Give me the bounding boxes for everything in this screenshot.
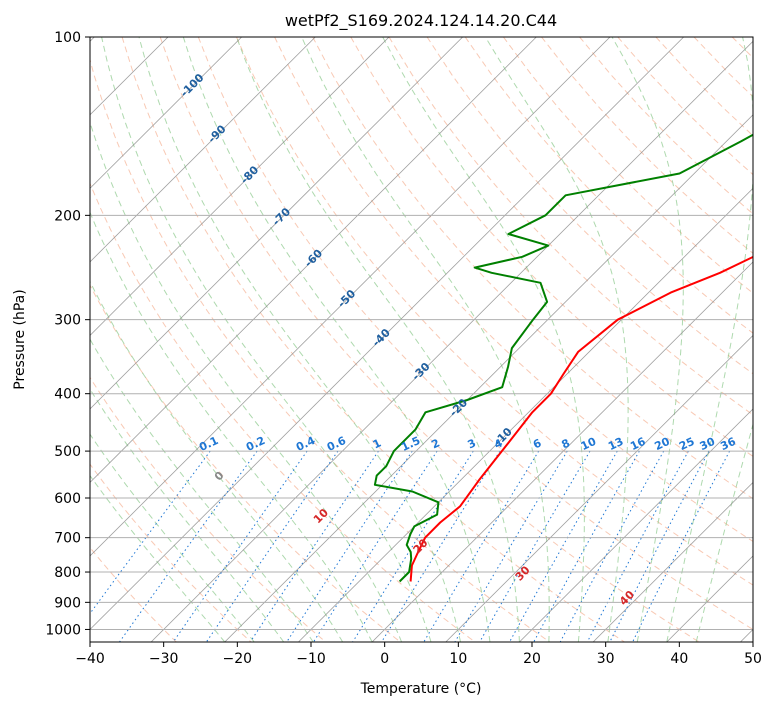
moist-adiabat-line	[90, 474, 226, 642]
isotherm-line	[150, 40, 753, 642]
isotherm-line	[592, 481, 753, 642]
isotherm-line	[90, 37, 684, 631]
y-tick-label: 700	[54, 531, 81, 547]
background-lines	[90, 37, 753, 642]
mixing-ratio-label: 25	[677, 435, 696, 453]
moist-adiabat-line	[236, 37, 520, 642]
isotherm-line	[90, 37, 537, 483]
dry-adiabat-line	[121, 37, 625, 642]
mixing-ratio-line	[586, 450, 689, 642]
y-tick-label: 900	[54, 595, 81, 611]
plot-frame	[89, 36, 754, 643]
isotherm-line	[90, 37, 463, 410]
moist-adiabat-line	[301, 37, 550, 642]
moist-adiabat-line	[90, 280, 344, 642]
isotherm-line	[90, 37, 611, 557]
isotherm-line	[371, 261, 753, 642]
mixing-ratio-line	[559, 450, 665, 642]
dry-adiabat-line	[312, 37, 753, 500]
moist-adiabat-line	[90, 120, 403, 642]
isotherm-line	[90, 37, 242, 189]
mixing-ratio-line	[479, 450, 591, 642]
mixing-ratio-label: 36	[718, 435, 738, 453]
x-tick-label: 20	[523, 651, 541, 667]
x-tick-label: 10	[449, 651, 467, 667]
x-tick-label: −10	[296, 651, 326, 667]
data-series	[373, 133, 753, 583]
y-axis-label: Pressure (hPa)	[12, 289, 28, 389]
mixing-ratio-label: 20	[652, 435, 672, 453]
x-tick-label: 40	[670, 651, 688, 667]
dry-adiabat-line	[236, 37, 753, 586]
y-tick-label: 400	[54, 387, 81, 403]
dry-adiabat-line	[197, 37, 753, 631]
isotherm-line	[519, 408, 753, 642]
temperature-profile-line	[409, 255, 753, 582]
moist-adiabat-line	[695, 422, 753, 642]
pressure-gridlines	[90, 37, 753, 630]
isotherm-line	[224, 114, 753, 642]
moist-adiabat-line	[90, 338, 314, 642]
x-axis-label: Temperature (°C)	[360, 681, 482, 697]
x-tick-label: 30	[597, 651, 615, 667]
y-tick-label: 600	[54, 491, 81, 507]
isotherm-line	[90, 37, 390, 336]
dewpoint-profile-line	[373, 133, 753, 583]
moist-adiabat-line	[666, 37, 753, 642]
x-tick-label: −40	[75, 651, 105, 667]
x-tick-label: −20	[223, 651, 253, 667]
dry-adiabat-line	[159, 37, 700, 642]
mixing-ratio-line	[286, 450, 413, 642]
y-tick-label: 300	[54, 313, 81, 329]
dry-adiabat-line	[90, 463, 252, 642]
y-tick-label: 800	[54, 565, 81, 581]
mixing-ratio-line	[249, 450, 379, 642]
mixing-ratio-line	[352, 450, 474, 642]
isotherm-line	[298, 187, 753, 642]
moist-adiabat-line	[90, 433, 255, 642]
moist-adiabat-line	[611, 37, 684, 642]
mixing-ratio-line	[533, 450, 640, 642]
moist-adiabat-line	[90, 388, 285, 642]
moist-adiabat-line	[382, 37, 585, 642]
x-tick-label: 50	[744, 651, 762, 667]
mixing-ratio-label: 10	[579, 435, 599, 453]
moist-adiabat-line	[101, 37, 432, 642]
mixing-ratio-line	[90, 450, 211, 615]
dry-adiabat-line	[90, 182, 476, 642]
dry-adiabat-line	[426, 37, 753, 375]
chart-title: wetPf2_S169.2024.124.14.20.C44	[285, 11, 557, 31]
mixing-ratio-label: 16	[628, 435, 648, 453]
x-axis-ticks: −40 −30 −20 −10 0 10 20 30 40 50	[75, 642, 762, 667]
y-tick-label: 200	[54, 208, 81, 224]
mixing-ratio-line	[205, 450, 339, 642]
moist-adiabat-line	[484, 37, 629, 642]
x-tick-label: −30	[149, 651, 179, 667]
y-tick-label: 500	[54, 444, 81, 460]
x-tick-label: 0	[380, 651, 389, 667]
dry-adiabat-line	[90, 376, 327, 642]
mixing-ratio-line	[423, 450, 540, 642]
isotherm-line	[90, 37, 316, 263]
mixing-ratio-line	[632, 450, 731, 642]
dry-adiabat-line	[90, 57, 551, 642]
mixing-ratio-line	[509, 450, 618, 642]
y-tick-label: 1000	[45, 622, 81, 638]
isotherm-line	[445, 334, 753, 642]
mixing-ratio-label: 13	[606, 435, 625, 453]
moist-adiabat-line	[138, 37, 461, 642]
dry-adiabat-line	[274, 37, 753, 543]
y-tick-label: 100	[54, 30, 81, 46]
moist-adiabat-line	[182, 37, 491, 642]
dry-adiabat-line	[464, 37, 753, 334]
mixing-ratio-label: 30	[698, 435, 718, 453]
y-axis-ticks: 100 200 300 400 500 600 700 800 900 1000	[45, 30, 90, 638]
mixing-ratio-line	[454, 450, 568, 642]
